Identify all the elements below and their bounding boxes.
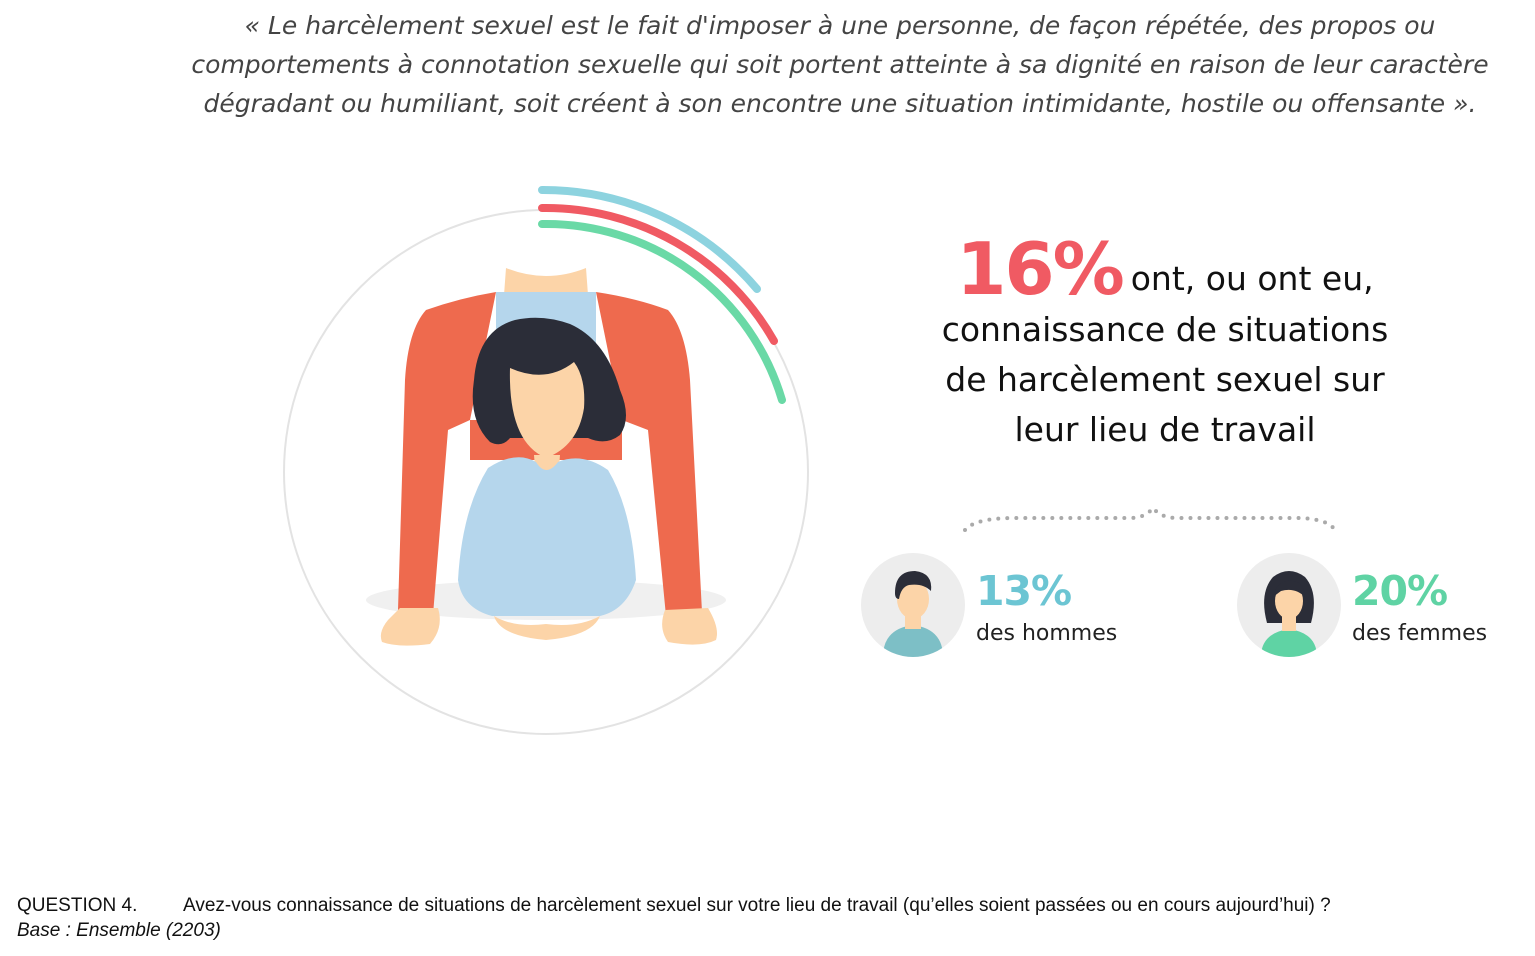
headline-text-part1: ont, ou ont eu, bbox=[1130, 259, 1374, 298]
headline-line-2: connaissance de situations bbox=[941, 310, 1389, 349]
woman-avatar-icon bbox=[1237, 553, 1341, 657]
definition-quote: « Le harcèlement sexuel est le fait d'im… bbox=[191, 11, 1489, 118]
harassment-illustration bbox=[270, 180, 830, 750]
footer-question: QUESTION 4. Avez-vous connaissance de sit… bbox=[17, 895, 1331, 942]
headline-line-3: de harcèlement sexuel sur bbox=[945, 360, 1385, 399]
stat-women-label: des femmes bbox=[1352, 621, 1488, 646]
headline-statistic: 16% ont, ou ont eu, connaissance de situa… bbox=[900, 233, 1430, 455]
stat-men-label: des hommes bbox=[976, 621, 1118, 646]
dotted-brace-divider bbox=[963, 504, 1337, 532]
question-text: Avez-vous connaissance de situations de … bbox=[183, 895, 1331, 916]
harassment-scene-icon bbox=[283, 185, 809, 735]
headline-percent: 16% bbox=[956, 227, 1124, 311]
stat-men-value: 13% bbox=[976, 567, 1072, 615]
sample-base: Base : Ensemble (2203) bbox=[17, 920, 221, 941]
headline-line-4: leur lieu de travail bbox=[1014, 410, 1316, 449]
stat-women-value: 20% bbox=[1352, 567, 1448, 615]
question-number: QUESTION 4. bbox=[17, 895, 138, 916]
man-avatar-icon bbox=[861, 553, 965, 657]
